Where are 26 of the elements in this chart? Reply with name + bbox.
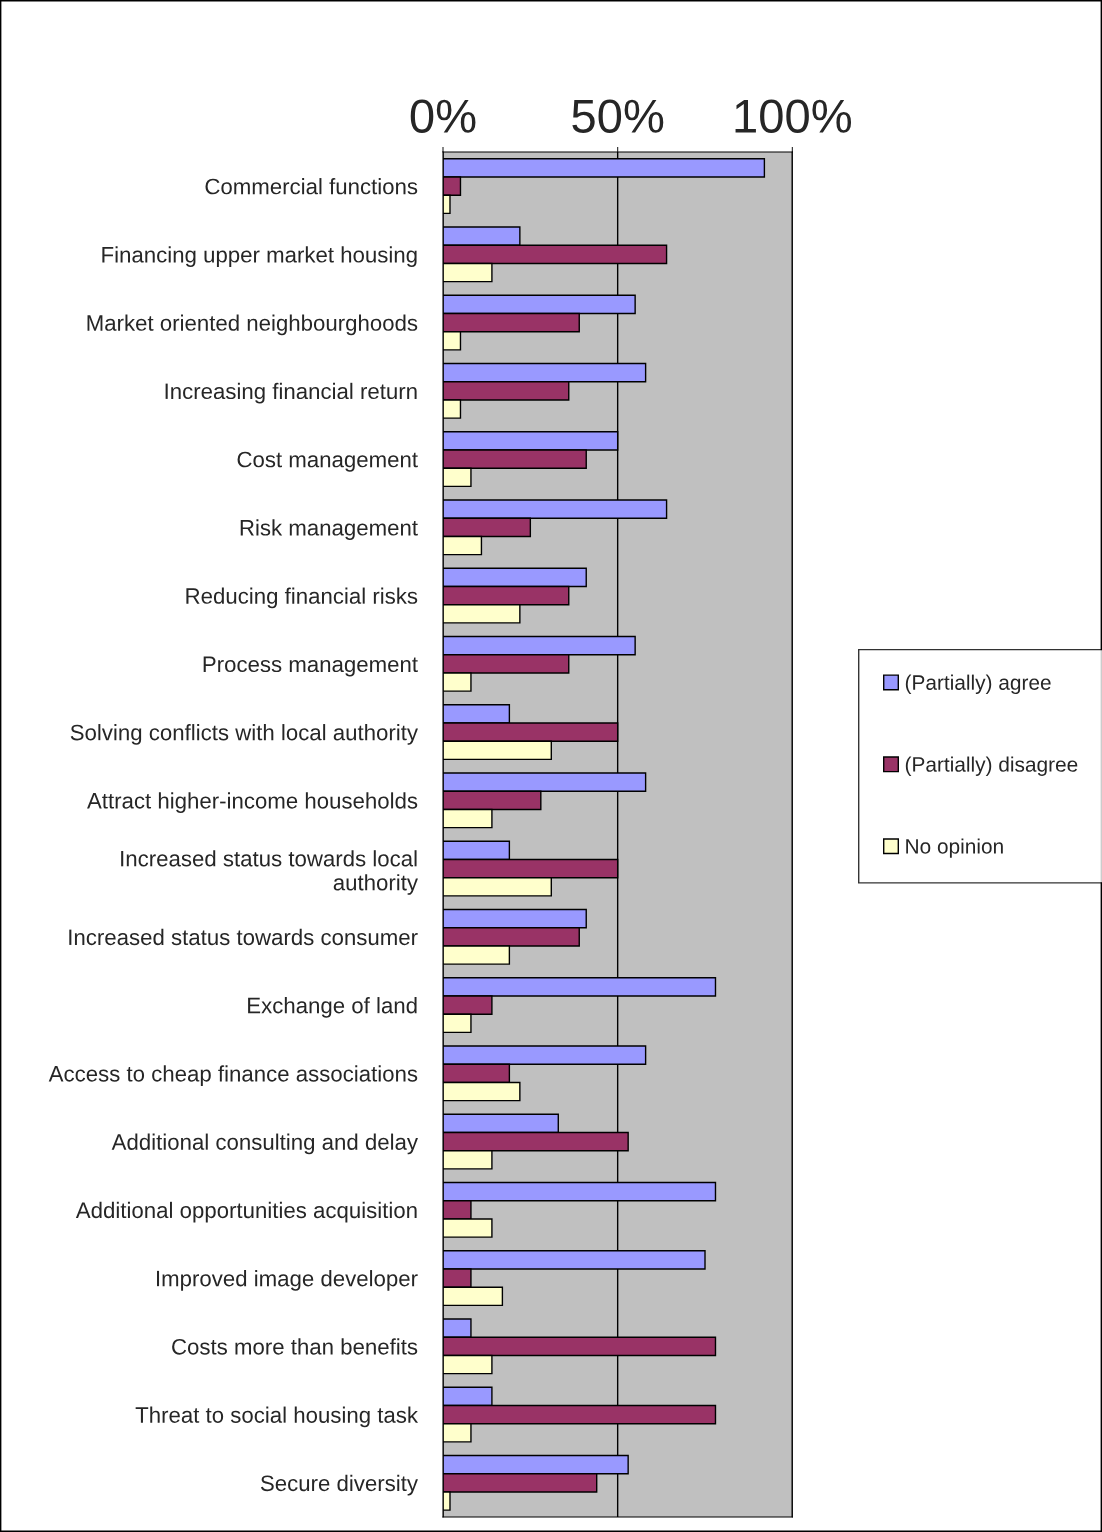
y-tick-label: Reducing financial risks xyxy=(186,587,418,609)
legend-label: (Partially) agree xyxy=(905,674,1051,695)
y-tick-label: Increased status towards consumer xyxy=(69,928,418,946)
y-tick-label: Process management xyxy=(203,656,418,677)
x-tick-label: 100% xyxy=(735,99,852,133)
legend-label: No opinion xyxy=(906,838,1003,858)
y-tick-label: Increasing financial return xyxy=(165,382,417,404)
y-tick-label: Additional opportunities acquisition xyxy=(75,1201,417,1223)
y-tick-label: Threat to social housing task xyxy=(135,1406,419,1428)
y-tick-label: Exchange of land xyxy=(248,997,417,1018)
y-tick-label: Access to cheap finance associations xyxy=(48,1065,418,1087)
y-tick-label: Secure diversity xyxy=(260,1474,418,1496)
y-tick-label: Cost management xyxy=(237,451,418,472)
legend-label: (Partially) disagree xyxy=(905,756,1078,776)
y-tick-label: Commercial functions xyxy=(205,178,418,195)
x-tick-label: 50% xyxy=(572,99,664,133)
y-tick-label: Market oriented neighbourghoods xyxy=(87,314,418,336)
y-tick-label: Solving conflicts with local authority xyxy=(70,724,418,745)
y-tick-label: Additional consulting and delay xyxy=(111,1133,418,1155)
y-tick-label: Attract higher-income households xyxy=(87,792,418,814)
y-tick-label: Financing upper market housing xyxy=(102,246,417,268)
y-tick-label: Risk management xyxy=(240,519,418,541)
y-tick-label: Costs more than benefits xyxy=(172,1338,418,1355)
x-tick-label: 0% xyxy=(410,99,476,133)
y-tick-label: Improved image developer xyxy=(156,1270,418,1291)
y-tick-label: Increased status towards local authority xyxy=(121,850,418,895)
